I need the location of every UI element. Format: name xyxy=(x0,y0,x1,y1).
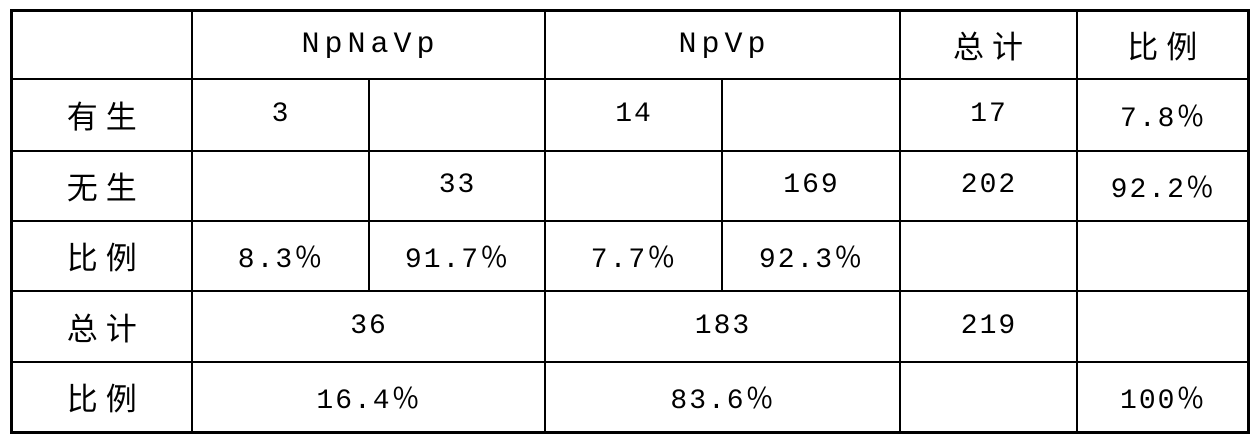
table-cell: 91.7％ xyxy=(367,219,546,292)
ratio-cell-empty xyxy=(1075,289,1250,363)
row-label: 比例 xyxy=(10,360,193,434)
row-label: 有生 xyxy=(10,77,193,152)
table-cell: 3 xyxy=(190,77,370,152)
row-label: 无生 xyxy=(10,149,193,222)
data-table: NpNaVp NpVp 总计 比例 有生 3 14 17 7.8％ 无生 33 … xyxy=(10,9,1251,434)
header-corner-cell xyxy=(10,9,193,80)
table-cell: 33 xyxy=(367,149,546,222)
header-ratio: 比例 xyxy=(1075,9,1250,80)
table-cell-empty xyxy=(367,77,546,152)
header-row: NpNaVp NpVp 总计 比例 xyxy=(10,9,1250,80)
table-row: 比例 16.4％ 83.6％ 100％ xyxy=(10,360,1250,434)
total-cell-empty xyxy=(898,360,1078,434)
group-cell-npvp: 183 xyxy=(543,289,901,363)
ratio-cell: 100％ xyxy=(1075,360,1250,434)
table-row: 无生 33 169 202 92.2％ xyxy=(10,149,1250,222)
table-cell: 14 xyxy=(543,77,723,152)
header-npvp: NpVp xyxy=(543,9,901,80)
table-cell-empty xyxy=(720,77,901,152)
header-npnavp: NpNaVp xyxy=(190,9,546,80)
ratio-cell-empty xyxy=(1075,219,1250,292)
table-row: 有生 3 14 17 7.8％ xyxy=(10,77,1250,152)
table-cell: 169 xyxy=(720,149,901,222)
table-cell-empty xyxy=(543,149,723,222)
table-cell: 8.3％ xyxy=(190,219,370,292)
row-label: 总计 xyxy=(10,289,193,363)
ratio-cell: 92.2％ xyxy=(1075,149,1250,222)
total-cell: 219 xyxy=(898,289,1078,363)
group-cell-npnavp: 16.4％ xyxy=(190,360,546,434)
header-total: 总计 xyxy=(898,9,1078,80)
group-cell-npnavp: 36 xyxy=(190,289,546,363)
table-cell: 92.3％ xyxy=(720,219,901,292)
table-row: 总计 36 183 219 xyxy=(10,289,1250,363)
group-cell-npvp: 83.6％ xyxy=(543,360,901,434)
total-cell: 202 xyxy=(898,149,1078,222)
total-cell: 17 xyxy=(898,77,1078,152)
row-label: 比例 xyxy=(10,219,193,292)
table-cell: 7.7％ xyxy=(543,219,723,292)
total-cell-empty xyxy=(898,219,1078,292)
table-cell-empty xyxy=(190,149,370,222)
ratio-cell: 7.8％ xyxy=(1075,77,1250,152)
table-row: 比例 8.3％ 91.7％ 7.7％ 92.3％ xyxy=(10,219,1250,292)
